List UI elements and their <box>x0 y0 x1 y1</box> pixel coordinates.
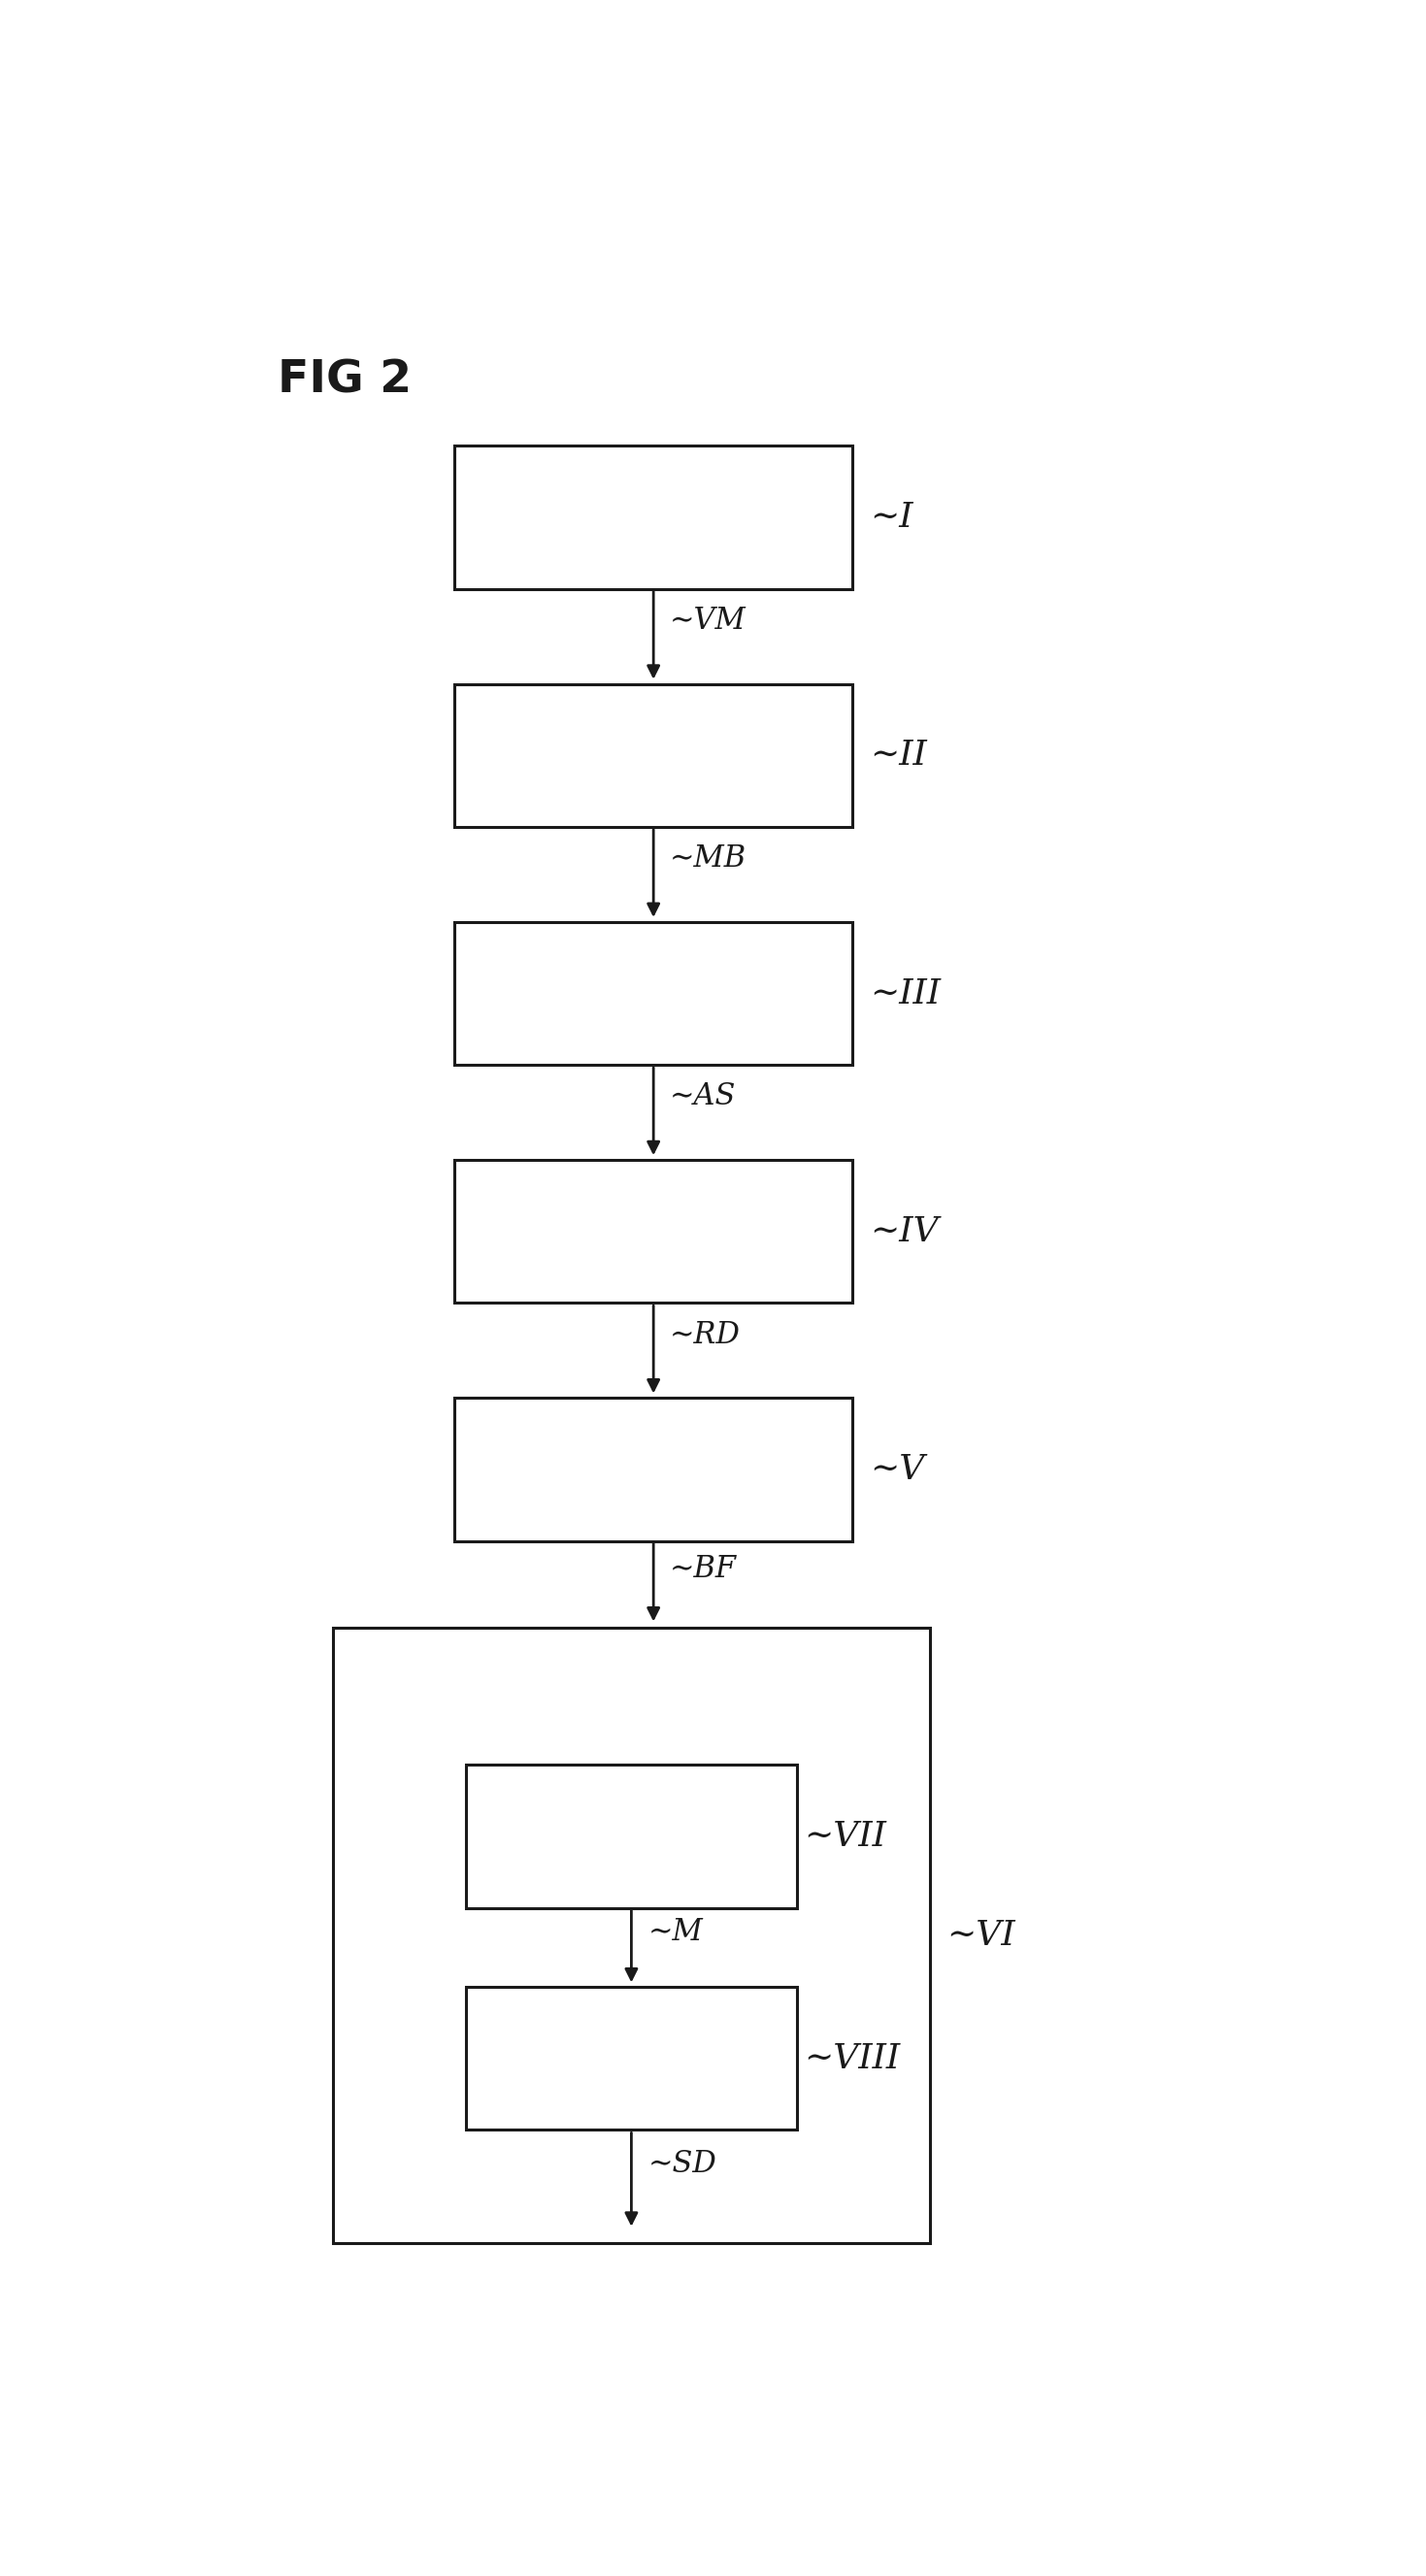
Text: ∼AS: ∼AS <box>670 1082 736 1113</box>
Text: ∼IV: ∼IV <box>870 1216 938 1247</box>
Text: ∼M: ∼M <box>647 1917 703 1947</box>
Text: ∼VM: ∼VM <box>670 605 746 636</box>
Bar <box>455 922 853 1064</box>
Text: ∼SD: ∼SD <box>647 2148 717 2179</box>
Bar <box>465 1765 797 1909</box>
Text: ∼VIII: ∼VIII <box>804 2043 900 2076</box>
Text: ∼VII: ∼VII <box>804 1819 886 1852</box>
Text: ∼III: ∼III <box>870 976 941 1010</box>
Bar <box>465 1986 797 2130</box>
Text: ∼MB: ∼MB <box>670 842 747 873</box>
Bar <box>455 446 853 590</box>
Bar <box>332 1628 930 2244</box>
Text: ∼RD: ∼RD <box>670 1319 742 1350</box>
Bar <box>455 685 853 827</box>
Text: ∼VI: ∼VI <box>947 1919 1015 1953</box>
Text: ∼BF: ∼BF <box>670 1553 737 1584</box>
Text: FIG 2: FIG 2 <box>278 358 412 402</box>
Text: ∼V: ∼V <box>870 1453 925 1486</box>
Text: ∼II: ∼II <box>870 739 927 773</box>
Bar <box>455 1159 853 1303</box>
Bar <box>455 1399 853 1540</box>
Text: ∼I: ∼I <box>870 500 913 533</box>
